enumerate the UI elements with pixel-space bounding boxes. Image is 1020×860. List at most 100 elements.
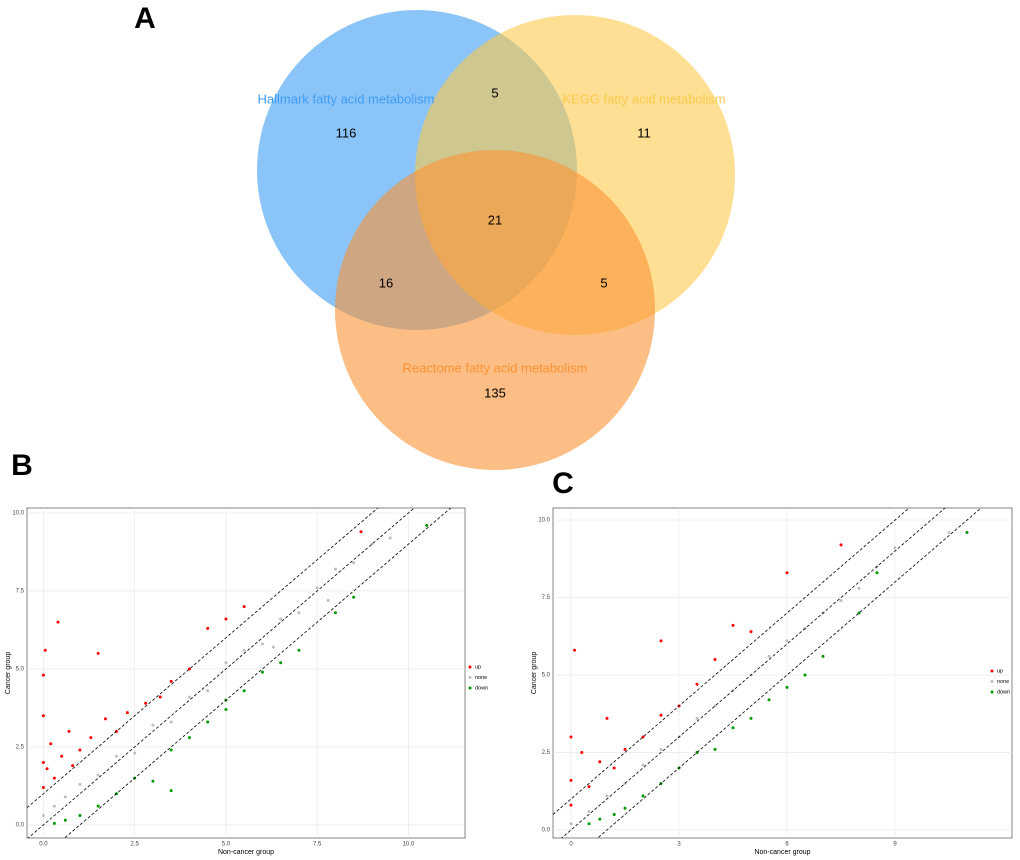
y-tick-label: 5.0: [16, 667, 25, 673]
venn-count: 21: [488, 212, 502, 227]
point: [151, 779, 155, 783]
point: [206, 720, 210, 724]
reference-line: [561, 508, 946, 838]
point: [659, 713, 663, 717]
y-tick-label: 2.5: [16, 745, 25, 751]
point: [96, 804, 100, 808]
point: [749, 630, 753, 634]
point: [569, 778, 573, 782]
point: [206, 626, 210, 630]
venn-count: 135: [484, 385, 506, 400]
point: [641, 794, 645, 798]
point: [45, 767, 49, 771]
point: [785, 639, 789, 643]
y-axis-title: Cancer group: [531, 652, 538, 695]
point: [169, 748, 173, 752]
plot-area: [26, 507, 466, 839]
legend-label: down: [997, 689, 1010, 695]
point: [41, 673, 45, 677]
y-tick-label: 0.0: [542, 828, 551, 834]
point: [242, 689, 246, 693]
point: [96, 773, 100, 777]
point: [41, 714, 45, 718]
point: [78, 782, 82, 786]
legend-marker: [990, 680, 994, 683]
point: [41, 761, 45, 765]
legend-label: down: [475, 685, 488, 691]
point: [158, 695, 162, 699]
venn-count: 116: [336, 125, 357, 140]
panel-letter: C: [552, 467, 574, 500]
point: [187, 695, 191, 699]
point: [78, 814, 82, 818]
x-axis-title: Non-cancer group: [218, 849, 274, 856]
legend-label: up: [475, 664, 481, 670]
y-tick-label: 10.0: [12, 511, 24, 517]
panel-letter: B: [11, 449, 33, 482]
point: [326, 598, 330, 602]
point: [598, 817, 602, 821]
point: [388, 536, 392, 540]
point: [333, 611, 337, 615]
point: [569, 822, 573, 826]
point: [60, 754, 64, 758]
legend-label: none: [997, 679, 1009, 685]
point: [641, 763, 645, 767]
reference-line: [63, 508, 452, 838]
point: [785, 571, 789, 575]
point: [623, 806, 627, 810]
point: [260, 642, 264, 646]
point: [125, 711, 129, 715]
panel-letter: A: [134, 2, 156, 35]
point: [67, 729, 71, 733]
venn-circle: [335, 150, 655, 470]
y-axis-title: Cancer group: [5, 652, 12, 695]
point: [78, 748, 82, 752]
point: [598, 760, 602, 764]
point: [52, 776, 56, 780]
point: [56, 620, 60, 624]
point: [187, 736, 191, 740]
point: [144, 701, 148, 705]
venn-count: 11: [637, 125, 651, 140]
point: [352, 561, 356, 565]
legend-marker: [990, 690, 994, 694]
point: [279, 617, 283, 621]
x-tick-label: 0.0: [39, 842, 48, 848]
point: [857, 586, 861, 590]
point: [52, 821, 56, 825]
y-tick-label: 7.5: [542, 595, 551, 601]
venn-set-label: Reactome fatty acid metabolism: [403, 360, 588, 375]
point: [224, 661, 228, 665]
point: [875, 571, 879, 575]
point: [587, 822, 591, 826]
point: [359, 530, 363, 534]
x-tick-label: 0: [569, 842, 573, 848]
venn-count: 16: [379, 275, 393, 290]
point: [612, 766, 616, 770]
x-tick-label: 2.5: [131, 842, 140, 848]
point: [133, 751, 137, 755]
point: [43, 648, 47, 652]
reference-line: [27, 508, 415, 838]
point: [587, 785, 591, 789]
point: [965, 530, 969, 534]
legend-marker: [468, 665, 472, 669]
y-tick-label: 0.0: [16, 822, 25, 828]
venn-set-label: Hallmark fatty acid metabolism: [258, 91, 435, 106]
legend-marker: [468, 686, 472, 690]
point: [242, 605, 246, 609]
x-axis-title: Non-cancer group: [754, 849, 810, 856]
venn-count: 5: [600, 275, 607, 290]
point: [71, 764, 75, 768]
point: [96, 651, 100, 655]
point: [271, 645, 275, 649]
point: [612, 812, 616, 816]
point: [63, 795, 67, 799]
point: [315, 586, 319, 590]
x-tick-label: 10.0: [403, 842, 415, 848]
point: [731, 623, 735, 627]
y-tick-label: 10.0: [538, 518, 550, 524]
y-tick-label: 5.0: [542, 673, 551, 679]
